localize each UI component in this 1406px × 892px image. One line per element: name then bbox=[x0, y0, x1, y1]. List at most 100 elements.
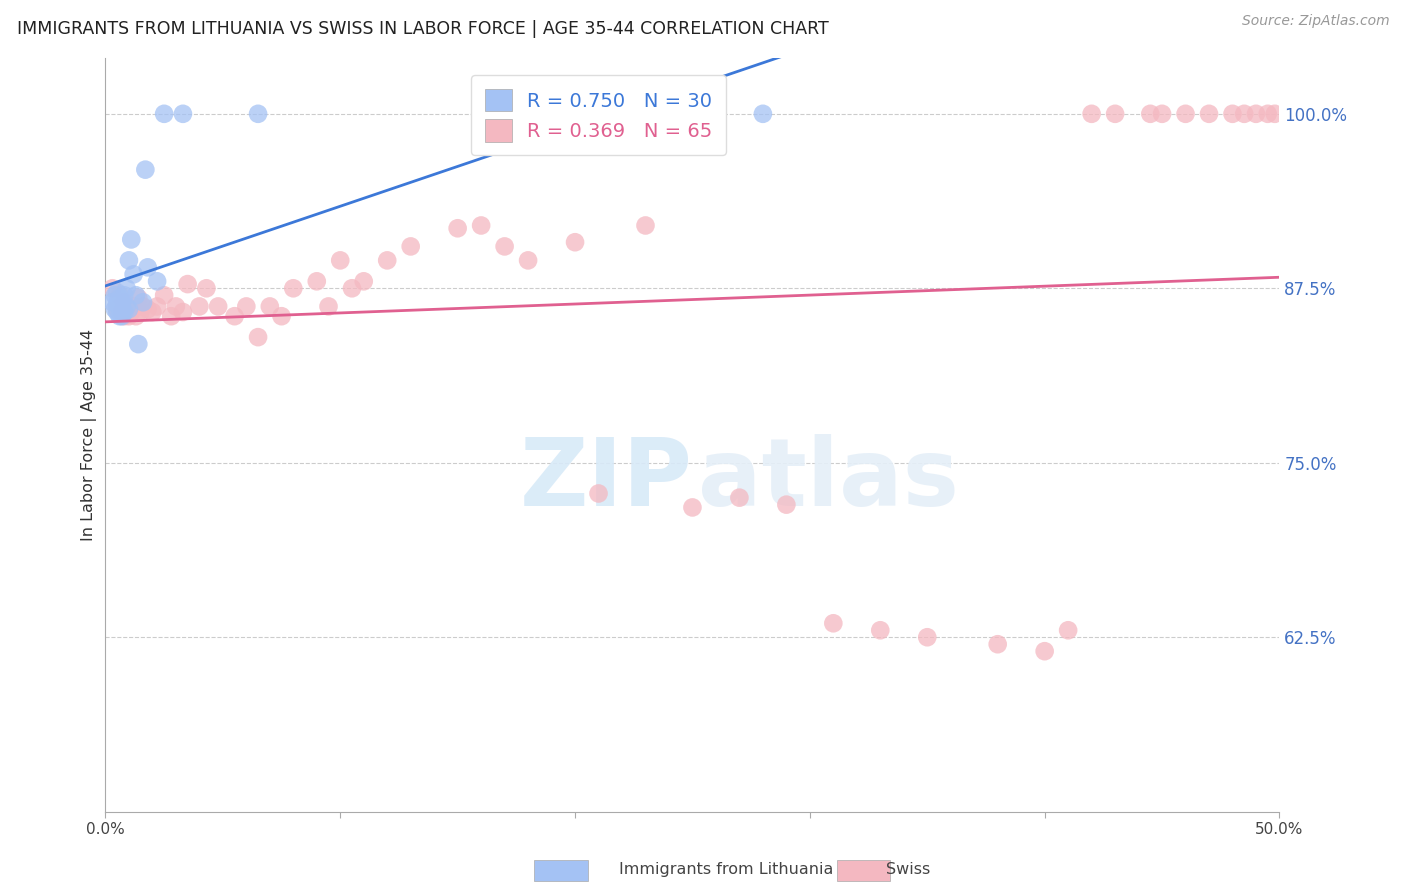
Point bbox=[101, 281, 124, 295]
Point bbox=[869, 624, 891, 638]
Point bbox=[146, 274, 169, 288]
Text: Swiss: Swiss bbox=[886, 863, 929, 877]
Point bbox=[115, 281, 138, 295]
Point bbox=[1139, 107, 1161, 121]
Text: ZIP: ZIP bbox=[520, 434, 692, 526]
Point bbox=[111, 302, 134, 317]
Point bbox=[125, 288, 148, 302]
Point bbox=[112, 305, 135, 319]
Point bbox=[1264, 107, 1286, 121]
Point bbox=[146, 300, 169, 314]
Text: IMMIGRANTS FROM LITHUANIA VS SWISS IN LABOR FORCE | AGE 35-44 CORRELATION CHART: IMMIGRANTS FROM LITHUANIA VS SWISS IN LA… bbox=[17, 20, 828, 37]
Point bbox=[120, 232, 142, 246]
Point bbox=[1233, 107, 1256, 121]
Point bbox=[494, 239, 516, 253]
Point bbox=[375, 253, 398, 268]
Point bbox=[108, 309, 131, 323]
Point bbox=[105, 296, 128, 310]
Point bbox=[305, 274, 328, 288]
Point bbox=[118, 302, 141, 317]
Point bbox=[588, 486, 610, 500]
Point bbox=[165, 300, 187, 314]
Point bbox=[176, 277, 198, 292]
Point bbox=[118, 253, 141, 268]
Point bbox=[915, 630, 938, 644]
Point bbox=[141, 305, 163, 319]
Point bbox=[446, 221, 468, 235]
Point bbox=[259, 300, 281, 314]
Point bbox=[111, 305, 134, 319]
Point bbox=[987, 637, 1010, 651]
Point bbox=[112, 288, 135, 302]
Point bbox=[1057, 624, 1080, 638]
Point bbox=[329, 253, 352, 268]
Point bbox=[122, 268, 145, 282]
Point bbox=[353, 274, 375, 288]
Point bbox=[108, 288, 131, 302]
Point bbox=[112, 309, 135, 323]
Point bbox=[752, 107, 775, 121]
Point bbox=[172, 305, 194, 319]
Point bbox=[681, 500, 703, 515]
Point bbox=[153, 288, 176, 302]
Point bbox=[1104, 107, 1126, 121]
Point bbox=[125, 309, 148, 323]
Text: atlas: atlas bbox=[699, 434, 959, 526]
Point bbox=[111, 295, 134, 310]
Point bbox=[470, 219, 492, 233]
Point bbox=[172, 107, 194, 121]
Point bbox=[129, 305, 152, 319]
Point bbox=[224, 309, 246, 323]
Text: Immigrants from Lithuania: Immigrants from Lithuania bbox=[619, 863, 832, 877]
Point bbox=[235, 300, 257, 314]
Point bbox=[775, 498, 797, 512]
Point bbox=[115, 300, 138, 314]
Point bbox=[105, 305, 128, 319]
Point bbox=[105, 302, 128, 317]
Point bbox=[340, 281, 363, 295]
Point bbox=[127, 291, 149, 305]
Point bbox=[112, 295, 135, 310]
Point bbox=[153, 107, 176, 121]
Point bbox=[564, 235, 586, 250]
Point bbox=[160, 309, 183, 323]
Point bbox=[247, 330, 270, 344]
Y-axis label: In Labor Force | Age 35-44: In Labor Force | Age 35-44 bbox=[82, 329, 97, 541]
Point bbox=[728, 491, 751, 505]
Legend: R = 0.750   N = 30, R = 0.369   N = 65: R = 0.750 N = 30, R = 0.369 N = 65 bbox=[471, 75, 725, 155]
Point bbox=[1150, 107, 1173, 121]
Point bbox=[195, 281, 218, 295]
Point bbox=[132, 300, 155, 314]
Point bbox=[318, 300, 340, 314]
Point bbox=[105, 285, 128, 300]
Point bbox=[1257, 107, 1279, 121]
Point bbox=[1222, 107, 1244, 121]
Point bbox=[118, 309, 141, 323]
Point bbox=[823, 616, 845, 631]
Point bbox=[1198, 107, 1220, 121]
Point bbox=[108, 291, 131, 305]
Point bbox=[1244, 107, 1267, 121]
Point bbox=[1174, 107, 1197, 121]
Point bbox=[101, 295, 124, 310]
Point bbox=[108, 300, 131, 314]
Point bbox=[207, 300, 229, 314]
Point bbox=[132, 295, 155, 310]
Point bbox=[104, 302, 127, 317]
Point bbox=[1080, 107, 1102, 121]
Point bbox=[122, 300, 145, 314]
Text: Source: ZipAtlas.com: Source: ZipAtlas.com bbox=[1241, 14, 1389, 29]
Point bbox=[134, 162, 156, 177]
Point bbox=[634, 219, 657, 233]
Point bbox=[283, 281, 305, 295]
Point bbox=[1033, 644, 1056, 658]
Point bbox=[270, 309, 292, 323]
Point bbox=[120, 305, 142, 319]
Point bbox=[111, 309, 134, 323]
Point bbox=[136, 260, 159, 275]
Point bbox=[399, 239, 422, 253]
Point bbox=[115, 300, 138, 314]
Point bbox=[136, 302, 159, 317]
Point bbox=[104, 288, 127, 302]
Point bbox=[127, 337, 149, 351]
